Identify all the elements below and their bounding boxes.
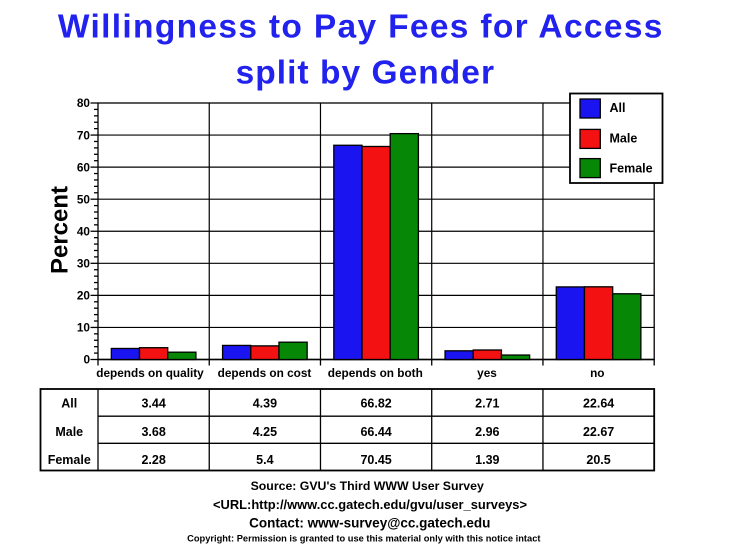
svg-text:40: 40 — [77, 224, 91, 238]
svg-text:Percent: Percent — [47, 186, 74, 274]
svg-text:All: All — [61, 396, 77, 410]
svg-text:Copyright: Permission is grant: Copyright: Permission is granted to use … — [187, 534, 540, 544]
svg-text:50: 50 — [77, 192, 91, 206]
svg-text:yes: yes — [477, 366, 497, 380]
svg-text:1.39: 1.39 — [475, 453, 499, 467]
svg-text:4.39: 4.39 — [253, 396, 277, 410]
svg-text:depends on quality: depends on quality — [96, 366, 204, 380]
svg-text:Willingness to Pay Fees for Ac: Willingness to Pay Fees for Access — [58, 9, 664, 46]
svg-text:80: 80 — [77, 96, 91, 110]
svg-text:Contact: www-survey@cc.gatech.: Contact: www-survey@cc.gatech.edu — [249, 516, 490, 531]
svg-text:2.28: 2.28 — [141, 453, 165, 467]
svg-text:4.25: 4.25 — [253, 425, 277, 439]
svg-text:66.44: 66.44 — [360, 425, 391, 439]
svg-text:22.67: 22.67 — [583, 425, 614, 439]
svg-text:5.4: 5.4 — [256, 453, 273, 467]
svg-text:2.71: 2.71 — [475, 396, 499, 410]
svg-text:Source: GVU's Third WWW User S: Source: GVU's Third WWW User Survey — [251, 479, 484, 493]
svg-text:Female: Female — [610, 161, 653, 175]
svg-text:70: 70 — [77, 128, 91, 142]
svg-text:split by Gender: split by Gender — [236, 55, 495, 92]
svg-text:70.45: 70.45 — [360, 453, 391, 467]
svg-text:Male: Male — [610, 132, 638, 146]
svg-text:2.96: 2.96 — [475, 425, 499, 439]
svg-text:20: 20 — [77, 289, 91, 303]
svg-text:30: 30 — [77, 257, 91, 271]
svg-text:60: 60 — [77, 160, 91, 174]
svg-text:22.64: 22.64 — [583, 396, 614, 410]
svg-text:66.82: 66.82 — [360, 396, 391, 410]
svg-text:10: 10 — [77, 321, 91, 335]
svg-text:<URL:http://www.cc.gatech.edu/: <URL:http://www.cc.gatech.edu/gvu/user_s… — [213, 497, 527, 512]
svg-text:20.5: 20.5 — [586, 453, 610, 467]
svg-text:0: 0 — [83, 353, 90, 367]
svg-text:3.68: 3.68 — [141, 425, 165, 439]
svg-text:3.44: 3.44 — [141, 396, 165, 410]
svg-text:Female: Female — [48, 453, 91, 467]
svg-text:no: no — [590, 366, 604, 380]
svg-text:depends on cost: depends on cost — [218, 366, 312, 380]
svg-text:depends on both: depends on both — [328, 366, 423, 380]
svg-text:Male: Male — [55, 425, 83, 439]
svg-text:All: All — [610, 101, 626, 115]
